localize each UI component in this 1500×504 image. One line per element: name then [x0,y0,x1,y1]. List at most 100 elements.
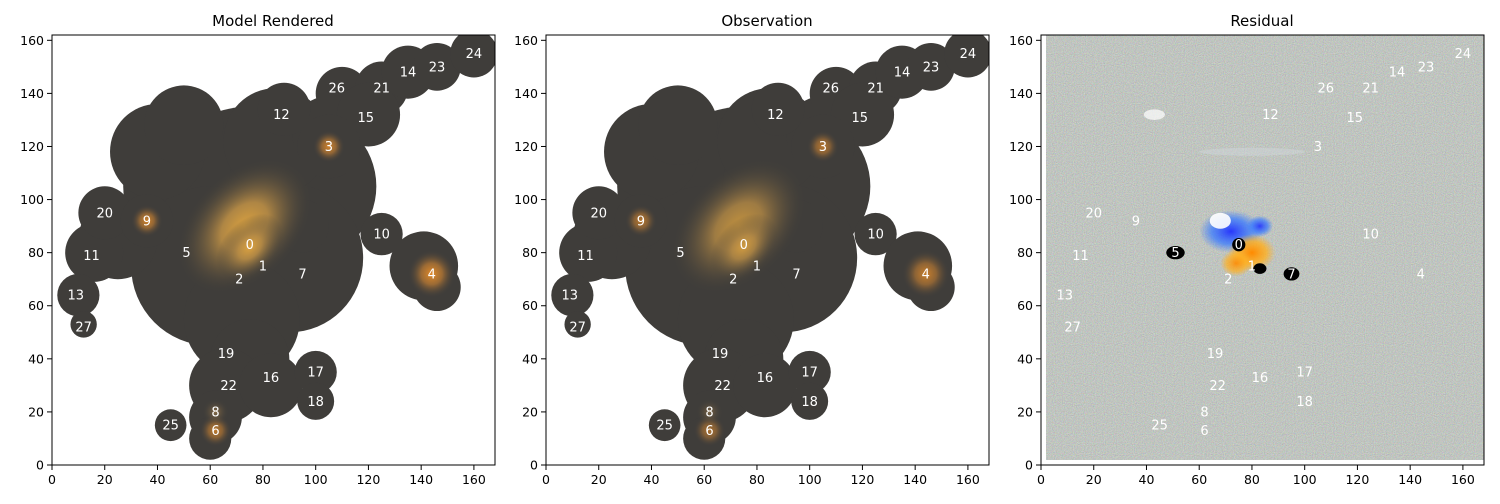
source-label-21: 21 [373,82,390,97]
source-label-25: 25 [656,419,673,434]
mask-region [1349,212,1392,256]
source-label-9: 9 [143,214,151,229]
source-label-7: 7 [1287,267,1295,282]
residual-spot [1220,250,1252,277]
source-label-1: 1 [753,259,761,274]
mask-region [638,85,718,166]
x-tick-label: 80 [1244,472,1260,487]
x-tick-label: 120 [356,472,380,487]
mask-region [788,350,831,394]
y-tick-label: 140 [20,86,44,101]
y-tick-label: 20 [28,404,44,419]
residual-spot [1283,267,1300,281]
source-label-8: 8 [1200,405,1208,420]
x-tick-label: 40 [644,472,660,487]
emission-layer [131,130,456,447]
mask-region [57,273,100,317]
y-tick-label: 120 [514,139,538,154]
mask-region [1133,85,1213,166]
residual-spot [1253,263,1267,274]
panel-observation: Observation 0 20 40 60 80 100 120 140 1600204060… [514,12,990,487]
source-label-4: 4 [922,267,930,282]
source-label-3: 3 [325,140,333,155]
y-tick-label: 100 [514,192,538,207]
source-label-4: 4 [1417,267,1425,282]
mask-region [1228,353,1292,418]
emission-layer [625,130,950,447]
mask-region [1286,114,1350,179]
x-tick-label: 100 [304,472,328,487]
mask-region [1143,409,1176,442]
emission-spot [131,204,163,237]
source-label-14: 14 [1389,66,1406,81]
emission-spot [710,213,778,282]
y-tick-label: 100 [1009,192,1033,207]
source-label-0: 0 [246,238,254,253]
source-label-0: 0 [1235,238,1243,253]
source-label-12: 12 [273,108,290,123]
residual-spot [1199,147,1305,156]
source-label-3: 3 [1314,140,1322,155]
source-label-2: 2 [729,273,737,288]
emission-spot [202,398,229,426]
mask-region [154,409,187,442]
residual-layer [1143,109,1305,281]
residual-spot [1209,212,1231,229]
y-tick-label: 40 [522,351,538,366]
source-label-8: 8 [211,405,219,420]
y-tick-label: 0 [36,458,44,473]
source-label-15: 15 [852,111,869,126]
source-label-15: 15 [1347,111,1364,126]
x-tick-label: 60 [202,472,218,487]
mask-region [1046,273,1089,317]
source-label-17: 17 [801,366,818,381]
source-label-16: 16 [757,371,774,386]
y-tick-label: 60 [1017,298,1033,313]
axes-frame [545,34,990,466]
mask-region [1265,199,1318,253]
x-tick-label: 160 [956,472,980,487]
y-tick-label: 0 [530,458,538,473]
panel-title: Residual [1230,12,1293,30]
y-tick-label: 40 [1017,351,1033,366]
mask-region [907,42,955,91]
axes-frame [51,34,496,466]
emission-spot [216,213,284,282]
source-label-22: 22 [1209,379,1226,394]
x-tick-label: 0 [1037,472,1045,487]
source-label-26: 26 [1318,82,1335,97]
source-label-20: 20 [590,206,607,221]
y-tick-label: 160 [1009,33,1033,48]
source-label-20: 20 [1085,206,1102,221]
source-label-6: 6 [705,424,713,439]
mask-region [572,186,626,240]
x-tick-label: 80 [255,472,271,487]
y-tick-label: 60 [28,298,44,313]
mask-region [144,85,224,166]
x-tick-label: 20 [591,472,607,487]
x-tick-label: 140 [1398,472,1422,487]
source-label-19: 19 [1207,347,1224,362]
x-tick-label: 40 [1139,472,1155,487]
source-label-25: 25 [162,419,179,434]
source-label-11: 11 [577,249,594,264]
source-label-14: 14 [894,66,911,81]
source-label-24: 24 [960,47,977,62]
source-label-10: 10 [867,228,884,243]
source-label-13: 13 [67,289,84,304]
source-label-17: 17 [307,366,324,381]
source-label-21: 21 [1362,82,1379,97]
source-label-15: 15 [358,111,375,126]
source-label-11: 11 [1072,249,1089,264]
panel-title: Observation [721,12,812,30]
source-label-6: 6 [1200,424,1208,439]
mask-region [1439,35,1484,78]
mask-region [1402,42,1450,91]
emission-spot [625,204,657,237]
y-tick-label: 160 [514,33,538,48]
source-label-9: 9 [1132,214,1140,229]
y-tick-label: 0 [1025,458,1033,473]
source-label-21: 21 [867,82,884,97]
